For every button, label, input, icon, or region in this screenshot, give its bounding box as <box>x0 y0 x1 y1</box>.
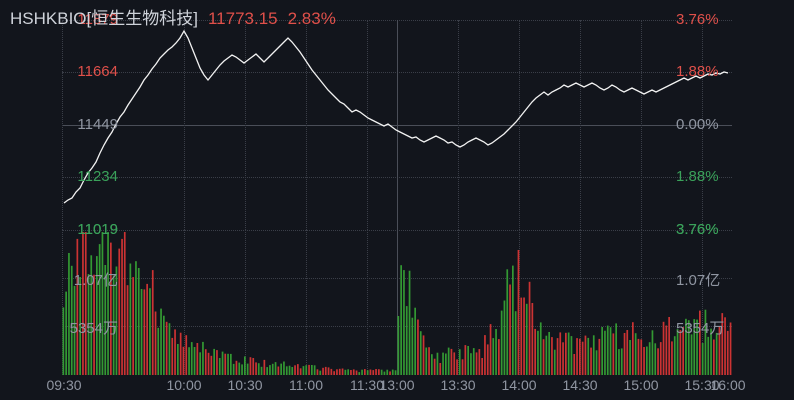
xaxis-label-1430[interactable]: 14:30 <box>562 377 597 393</box>
xaxis-label-1400[interactable]: 14:00 <box>501 377 536 393</box>
chart-price: 11773.15 <box>208 9 278 29</box>
xaxis-label-0930[interactable]: 09:30 <box>46 377 81 393</box>
plot-area[interactable]: 11879 11664 11449 11234 11019 3.76% 1.88… <box>62 20 732 375</box>
volume-axis-label-r107yi: 1.07亿 <box>672 269 730 290</box>
pct-axis-label-neg188: 1.88% <box>672 168 730 185</box>
chart-header: HSHKBIO[恒生生物科技] 11773.15 2.83% <box>10 4 336 29</box>
pct-axis-label-000: 0.00% <box>672 116 730 133</box>
xaxis-label-1100[interactable]: 11:00 <box>289 377 323 393</box>
xaxis-label-1330[interactable]: 13:30 <box>440 377 475 393</box>
pct-axis-label-376: 3.76% <box>672 11 730 28</box>
xaxis-label-1300[interactable]: 13:00 <box>379 377 414 393</box>
chart-title: HSHKBIO[恒生生物科技] <box>10 4 198 29</box>
volume-axis-label-11019: 11019 <box>64 221 122 238</box>
volume-axis-label-5354w: 5354万 <box>64 317 122 338</box>
xaxis-label-1000[interactable]: 10:00 <box>166 377 201 393</box>
chart-change-pct: 2.83% <box>288 9 336 29</box>
xaxis-labels: 09:30 10:00 10:30 11:00 11:30 13:00 13:3… <box>62 377 732 397</box>
xaxis-label-1030[interactable]: 10:30 <box>227 377 262 393</box>
stock-chart: HSHKBIO[恒生生物科技] 11773.15 2.83% <box>0 0 794 400</box>
volume-bar-chart[interactable] <box>62 230 732 375</box>
price-axis-label-11234: 11234 <box>64 168 122 185</box>
price-line-region: 11879 11664 11449 11234 11019 3.76% 1.88… <box>62 20 732 230</box>
volume-pct-axis-label-376: 3.76% <box>672 221 730 238</box>
price-line-chart[interactable] <box>62 20 732 230</box>
volume-axis-label-r5354w: 5354万 <box>672 317 730 338</box>
volume-region: 11019 1.07亿 5354万 3.76% 1.07亿 5354万 <box>62 230 732 375</box>
xaxis-label-1500[interactable]: 15:00 <box>623 377 658 393</box>
price-axis-label-11664: 11664 <box>64 63 122 80</box>
volume-axis-label-107yi: 1.07亿 <box>64 269 122 290</box>
pct-axis-label-188: 1.88% <box>672 63 730 80</box>
xaxis-label-1600[interactable]: 16:00 <box>710 377 745 393</box>
price-axis-label-11449: 11449 <box>64 116 122 133</box>
